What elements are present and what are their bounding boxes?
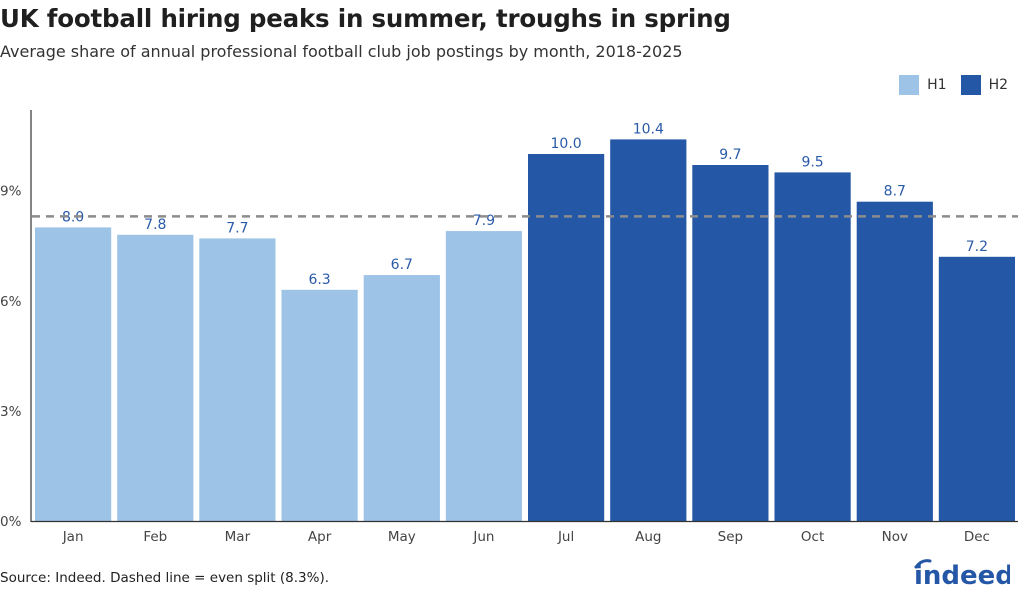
x-tick-label-feb: Feb — [143, 529, 167, 545]
data-label-apr: 6.3 — [308, 272, 330, 288]
legend-label-h1: H1 — [927, 77, 947, 93]
y-tick-label-9: 9% — [0, 184, 22, 200]
x-tick-label-may: May — [388, 529, 416, 545]
bar-may — [363, 275, 440, 521]
bar-apr — [281, 289, 358, 521]
y-tick-label-6: 6% — [0, 294, 22, 310]
x-tick-label-dec: Dec — [964, 529, 990, 545]
x-tick-label-oct: Oct — [801, 529, 824, 545]
bar-mar — [199, 238, 276, 521]
bar-aug — [610, 139, 687, 521]
data-label-jan: 8.0 — [62, 209, 84, 225]
legend-label-h2: H2 — [988, 77, 1008, 93]
x-tick-label-jan: Jan — [62, 529, 84, 545]
data-label-may: 6.7 — [391, 257, 413, 273]
data-label-aug: 10.4 — [633, 121, 664, 137]
bar-jun — [445, 231, 522, 521]
x-tick-label-aug: Aug — [635, 529, 661, 545]
bar-dec — [938, 256, 1015, 521]
indeed-logo: indeed — [914, 559, 1010, 591]
data-label-jul: 10.0 — [551, 136, 582, 152]
bar-jul — [528, 154, 605, 521]
legend-swatch-h2 — [960, 75, 981, 95]
bar-nov — [856, 201, 933, 521]
x-tick-label-jul: Jul — [557, 529, 574, 545]
data-label-jun: 7.9 — [473, 213, 495, 229]
x-tick-label-jun: Jun — [472, 529, 494, 545]
data-label-oct: 9.5 — [801, 154, 823, 170]
bar-sep — [692, 165, 769, 521]
bar-feb — [117, 234, 194, 522]
legend-item-h1: H1 — [899, 75, 947, 95]
data-label-mar: 7.7 — [226, 220, 248, 236]
legend-item-h2: H2 — [960, 75, 1008, 95]
x-tick-label-apr: Apr — [308, 529, 332, 545]
data-label-feb: 7.8 — [144, 217, 166, 233]
legend-swatch-h1 — [899, 75, 920, 95]
data-label-sep: 9.7 — [719, 147, 741, 163]
chart-title: UK football hiring peaks in summer, trou… — [0, 4, 731, 33]
y-tick-label-3: 3% — [0, 404, 22, 420]
x-tick-label-nov: Nov — [882, 529, 908, 545]
chart-subtitle: Average share of annual professional foo… — [0, 42, 683, 61]
legend: H1 H2 — [885, 75, 1008, 95]
x-tick-label-mar: Mar — [225, 529, 251, 545]
bar-jan — [35, 227, 112, 521]
logo-wordmark: indeed — [914, 561, 1010, 591]
source-note: Source: Indeed. Dashed line = even split… — [0, 570, 330, 586]
x-tick-label-sep: Sep — [718, 529, 743, 545]
data-label-dec: 7.2 — [966, 239, 988, 255]
data-label-nov: 8.7 — [884, 184, 906, 200]
y-tick-label-0: 0% — [0, 514, 22, 530]
bar-oct — [774, 172, 851, 521]
